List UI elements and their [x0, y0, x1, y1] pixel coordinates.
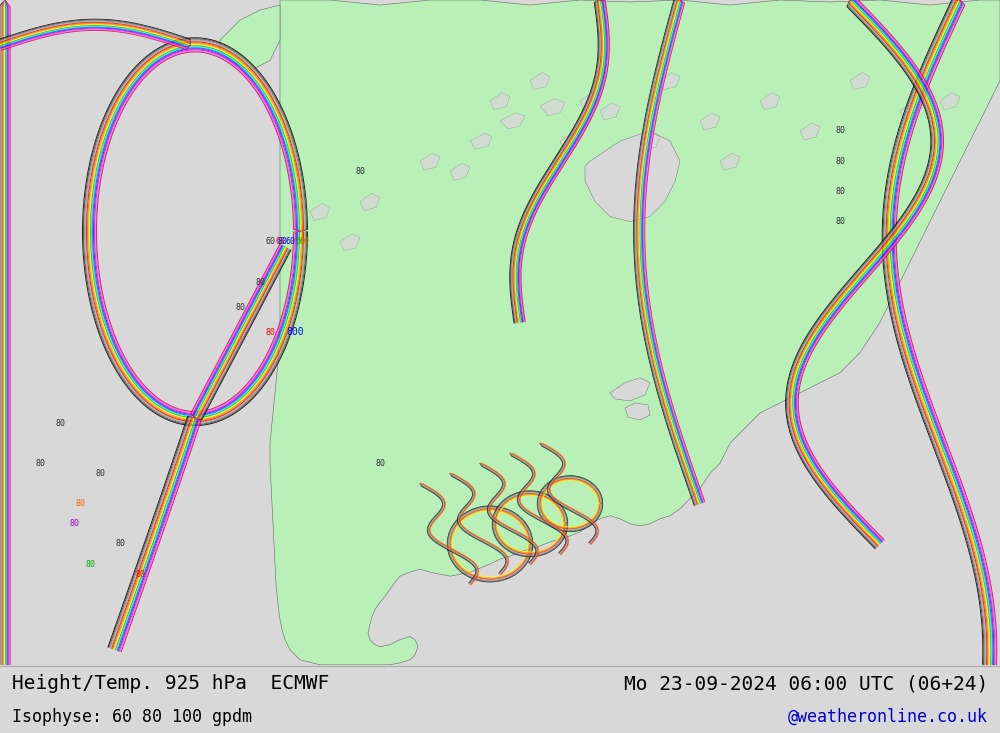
Polygon shape [270, 0, 1000, 665]
Text: 80: 80 [355, 166, 365, 176]
Polygon shape [420, 153, 440, 170]
Polygon shape [610, 377, 650, 401]
Polygon shape [580, 92, 600, 110]
Polygon shape [640, 133, 660, 150]
Polygon shape [940, 92, 960, 110]
Text: Height/Temp. 925 hPa  ECMWF: Height/Temp. 925 hPa ECMWF [12, 674, 329, 693]
Text: 60: 60 [275, 237, 285, 246]
Text: 60: 60 [300, 237, 310, 246]
Text: 80: 80 [35, 459, 45, 468]
Text: 80: 80 [95, 469, 105, 478]
Text: Mo 23-09-2024 06:00 UTC (06+24): Mo 23-09-2024 06:00 UTC (06+24) [624, 674, 988, 693]
Polygon shape [760, 92, 780, 110]
Polygon shape [560, 133, 580, 150]
Text: 80: 80 [375, 459, 385, 468]
Polygon shape [340, 234, 360, 251]
Polygon shape [500, 113, 525, 129]
Polygon shape [530, 73, 550, 89]
Text: @weatheronline.co.uk: @weatheronline.co.uk [788, 707, 988, 726]
Text: 80: 80 [135, 570, 145, 578]
Polygon shape [660, 73, 680, 89]
Polygon shape [310, 204, 330, 221]
Text: 80: 80 [55, 419, 65, 427]
Text: 80: 80 [835, 157, 845, 166]
Text: 80: 80 [255, 278, 265, 287]
Polygon shape [540, 99, 565, 116]
Polygon shape [625, 403, 650, 420]
Polygon shape [360, 194, 380, 210]
Text: 80: 80 [85, 559, 95, 569]
Polygon shape [470, 133, 492, 149]
Text: 80: 80 [835, 127, 845, 136]
Text: Isophyse: 60 80 100 gpdm: Isophyse: 60 80 100 gpdm [12, 707, 252, 726]
Text: 80: 80 [835, 187, 845, 196]
Text: 80: 80 [75, 499, 85, 508]
Text: 80: 80 [235, 303, 245, 312]
Text: 80: 80 [70, 519, 80, 528]
Polygon shape [600, 103, 620, 120]
Text: 60: 60 [285, 237, 295, 246]
Text: 80: 80 [835, 217, 845, 226]
Text: 800: 800 [286, 328, 304, 337]
Polygon shape [800, 123, 820, 140]
Text: 80: 80 [265, 328, 275, 337]
Text: 80: 80 [277, 237, 287, 246]
Text: 60: 60 [295, 237, 305, 246]
Polygon shape [490, 92, 510, 110]
Polygon shape [900, 103, 920, 120]
Polygon shape [220, 5, 280, 70]
Text: 60: 60 [265, 237, 275, 246]
Polygon shape [720, 153, 740, 170]
Polygon shape [450, 163, 470, 180]
Polygon shape [850, 73, 870, 89]
Polygon shape [585, 131, 680, 221]
Polygon shape [700, 113, 720, 130]
Text: 80: 80 [115, 539, 125, 548]
